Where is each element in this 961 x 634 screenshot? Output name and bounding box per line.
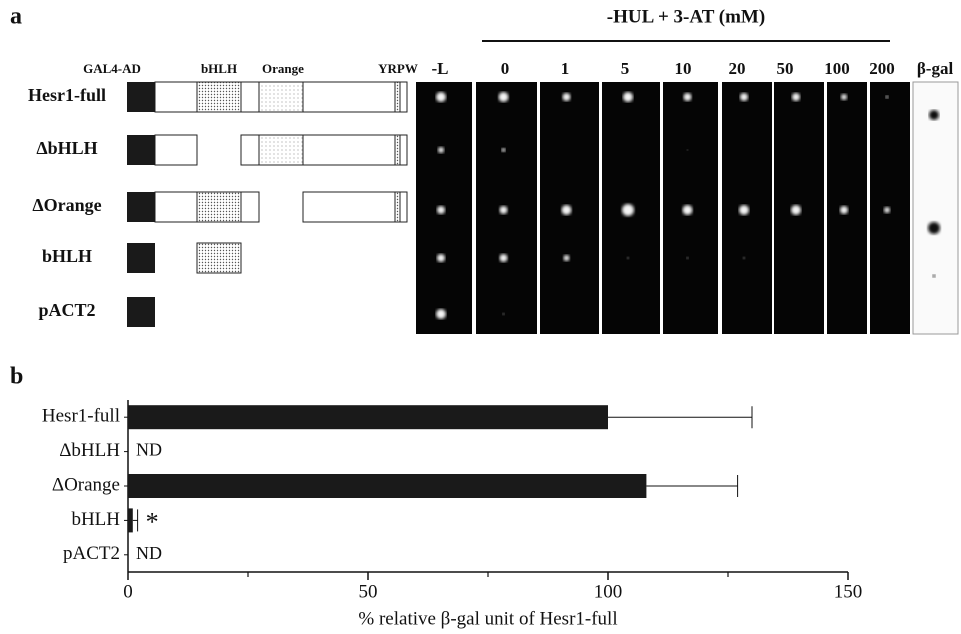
column-label: 0 <box>501 59 510 78</box>
gal4-ad <box>127 297 155 327</box>
yrpw-domain <box>395 135 400 165</box>
yeast-spot <box>841 94 847 100</box>
column-label: -L <box>432 59 449 78</box>
y-tick-label: ΔOrange <box>52 474 120 495</box>
column-label: β-gal <box>917 59 954 78</box>
annotation: ND <box>136 543 162 563</box>
bhlh-domain <box>197 243 241 273</box>
construct-label: pACT2 <box>38 300 95 320</box>
column-label: 5 <box>621 59 630 78</box>
yeast-spot <box>500 254 508 262</box>
gal4-ad <box>127 82 155 112</box>
construct-label: ΔOrange <box>32 195 101 215</box>
filter-image <box>913 82 958 334</box>
yeast-spot <box>436 309 446 319</box>
yrpw-domain <box>395 192 400 222</box>
yeast-spot <box>740 93 748 101</box>
yeast-spot <box>500 206 508 214</box>
orange-domain <box>259 135 303 165</box>
yeast-spot <box>437 206 445 214</box>
yeast-spot <box>502 148 506 152</box>
yeast-spot <box>436 92 446 102</box>
yeast-spot <box>792 93 800 101</box>
plate-image <box>870 82 910 334</box>
yeast-spot <box>563 93 571 101</box>
yrpw-domain <box>395 82 400 112</box>
annotation: ND <box>136 440 162 460</box>
yeast-spot <box>687 149 689 151</box>
construct-label: Hesr1-full <box>28 85 106 105</box>
column-label: 100 <box>824 59 850 78</box>
x-axis-label: % relative β-gal unit of Hesr1-full <box>358 608 617 629</box>
bar <box>128 405 608 429</box>
y-tick-label: pACT2 <box>63 543 120 564</box>
column-label: 50 <box>777 59 794 78</box>
bgal-spot <box>929 110 939 120</box>
bar <box>128 474 646 498</box>
annotation: * <box>146 507 159 536</box>
x-tick-label: 0 <box>123 581 133 602</box>
y-tick-label: bHLH <box>71 509 120 530</box>
construct-label: bHLH <box>42 246 92 266</box>
yeast-spot <box>791 205 801 215</box>
bar <box>128 508 133 532</box>
yeast-spot <box>438 147 444 153</box>
bgal-spot <box>933 275 936 278</box>
yeast-spot <box>739 205 749 215</box>
yeast-spot <box>743 257 745 259</box>
yeast-spot <box>499 92 509 102</box>
yeast-spot <box>683 205 693 215</box>
panel-label: b <box>10 364 23 390</box>
column-label: 1 <box>561 59 570 78</box>
group-title: -HUL + 3-AT (mM) <box>607 6 765 27</box>
column-label: 200 <box>869 59 895 78</box>
yeast-spot <box>562 205 572 215</box>
domain-label: GAL4-AD <box>83 61 141 76</box>
figure: a -HUL + 3-AT (mM) b % relative β-gal un… <box>0 0 961 634</box>
panel-label: a <box>10 4 22 30</box>
construct-box <box>155 135 197 165</box>
bhlh-domain <box>197 82 241 112</box>
y-tick-label: ΔbHLH <box>59 440 120 461</box>
column-label: 10 <box>675 59 692 78</box>
column-label: 20 <box>729 59 746 78</box>
yeast-spot <box>623 92 633 102</box>
gal4-ad <box>127 135 155 165</box>
domain-label: Orange <box>262 61 304 76</box>
construct-label: ΔbHLH <box>36 138 97 158</box>
yeast-spot <box>437 254 445 262</box>
domain-label: YRPW <box>378 61 418 76</box>
domain-label: bHLH <box>201 61 237 76</box>
gal4-ad <box>127 192 155 222</box>
construct-box <box>303 192 407 222</box>
yeast-spot <box>564 255 570 261</box>
yeast-spot <box>884 207 890 213</box>
yeast-spot <box>687 257 689 259</box>
gal4-ad <box>127 243 155 273</box>
yeast-spot <box>684 93 692 101</box>
y-tick-label: Hesr1-full <box>42 406 120 427</box>
yeast-spot <box>503 313 505 315</box>
bhlh-domain <box>197 192 241 222</box>
x-tick-label: 50 <box>359 581 378 602</box>
yeast-spot <box>886 96 889 99</box>
yeast-spot <box>840 206 848 214</box>
yeast-spot <box>627 257 629 259</box>
orange-domain <box>259 82 303 112</box>
x-tick-label: 100 <box>594 581 623 602</box>
yeast-spot <box>622 204 634 216</box>
x-tick-label: 150 <box>834 581 863 602</box>
bgal-spot <box>928 222 940 234</box>
